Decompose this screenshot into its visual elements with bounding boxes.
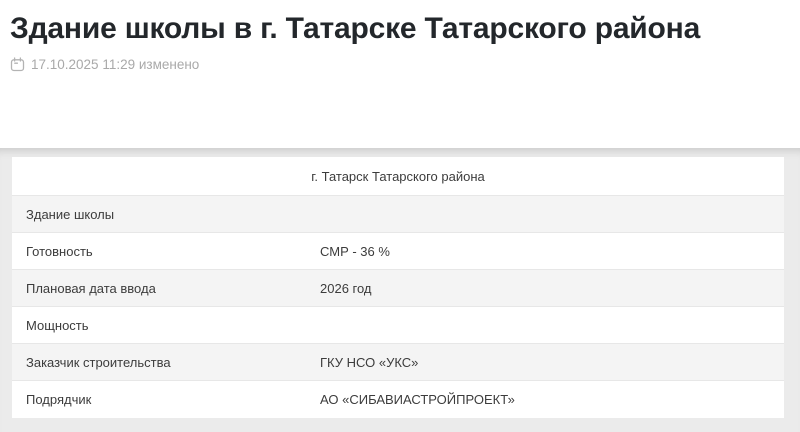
row-label: Готовность (26, 243, 93, 259)
row-label: Заказчик строительства (26, 354, 171, 370)
modified-meta: 17.10.2025 11:29 изменено (10, 57, 788, 72)
table-row: Мощность (12, 307, 784, 344)
modified-date: 17.10.2025 11:29 изменено (31, 57, 200, 72)
table-row: Заказчик строительства ГКУ НСО «УКС» (12, 344, 784, 381)
content-area: г. Татарск Татарского района Здание школ… (0, 148, 800, 432)
table-row: Подрядчик АО «СИБАВИАСТРОЙПРОЕКТ» (12, 381, 784, 418)
row-label: Подрядчик (26, 392, 92, 407)
table-row: Готовность СМР - 36 % (12, 233, 784, 270)
row-label: Здание школы (26, 206, 115, 222)
page-header: Здание школы в г. Татарске Татарского ра… (0, 0, 800, 148)
row-value: 2026 год (320, 280, 372, 296)
table-row: Здание школы (12, 196, 784, 233)
table-header-text: г. Татарск Татарского района (311, 168, 485, 184)
row-label: Мощность (26, 317, 89, 333)
row-value: АО «СИБАВИАСТРОЙПРОЕКТ» (320, 392, 515, 407)
row-value: СМР - 36 % (320, 243, 390, 259)
info-table: г. Татарск Татарского района Здание школ… (12, 157, 784, 418)
calendar-icon (10, 57, 25, 72)
row-value: ГКУ НСО «УКС» (320, 354, 419, 370)
row-label: Плановая дата ввода (26, 280, 156, 296)
table-row: Плановая дата ввода 2026 год (12, 270, 784, 307)
page-title: Здание школы в г. Татарске Татарского ра… (10, 12, 701, 45)
table-header-row: г. Татарск Татарского района (12, 157, 784, 196)
